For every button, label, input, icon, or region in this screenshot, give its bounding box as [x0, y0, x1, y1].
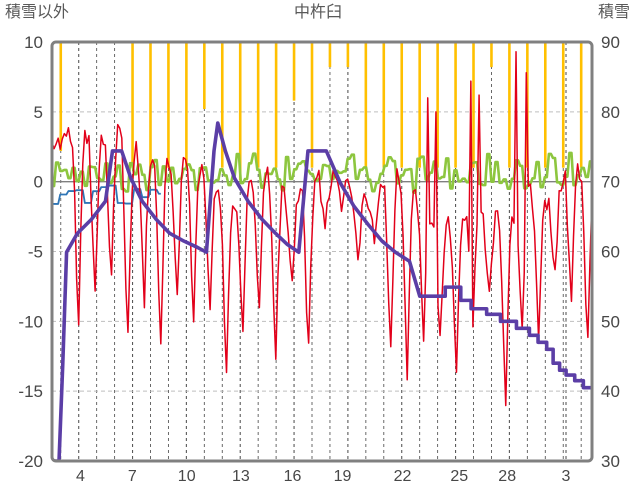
svg-text:50: 50 — [601, 312, 620, 331]
svg-text:7: 7 — [128, 468, 137, 485]
svg-text:40: 40 — [601, 382, 620, 401]
svg-text:80: 80 — [601, 103, 620, 122]
svg-text:13: 13 — [232, 468, 250, 485]
svg-text:10: 10 — [178, 468, 196, 485]
svg-text:5: 5 — [34, 103, 43, 122]
svg-text:19: 19 — [334, 468, 352, 485]
svg-text:3: 3 — [562, 468, 571, 485]
svg-text:30: 30 — [601, 452, 620, 471]
svg-text:-5: -5 — [28, 243, 43, 262]
svg-text:25: 25 — [450, 468, 468, 485]
svg-text:-20: -20 — [18, 452, 43, 471]
svg-text:0: 0 — [34, 173, 43, 192]
svg-text:-15: -15 — [18, 382, 43, 401]
svg-text:90: 90 — [601, 33, 620, 52]
svg-text:60: 60 — [601, 243, 620, 262]
svg-text:中杵臼: 中杵臼 — [294, 3, 342, 21]
svg-text:-10: -10 — [18, 312, 43, 331]
svg-text:積雪以外: 積雪以外 — [5, 3, 69, 21]
svg-text:28: 28 — [498, 468, 516, 485]
svg-text:16: 16 — [284, 468, 302, 485]
svg-text:70: 70 — [601, 173, 620, 192]
svg-text:積雪: 積雪 — [598, 3, 630, 21]
svg-text:22: 22 — [394, 468, 412, 485]
svg-text:10: 10 — [24, 33, 43, 52]
svg-text:4: 4 — [76, 468, 85, 485]
